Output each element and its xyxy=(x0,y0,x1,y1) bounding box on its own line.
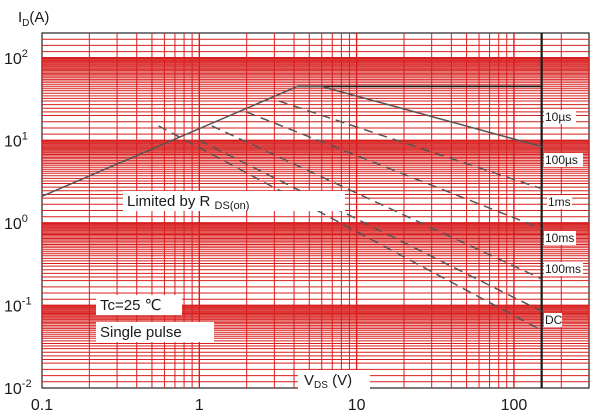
tick-labels: 0.1 1 10 100 102 101 100 10-1 10-2 xyxy=(4,48,527,414)
curves: 10µs 100µs 1ms 10ms 100ms DC xyxy=(41,85,583,331)
curve-1ms xyxy=(246,111,542,230)
pulse-label: Single pulse xyxy=(100,324,182,341)
curve-label: 10µs xyxy=(545,110,571,124)
curve-10ms xyxy=(211,125,542,280)
tc-label: Tc=25 ℃ xyxy=(100,297,161,314)
annotations: Limited by R DS(on) Tc=25 ℃ Single pulse VD… xyxy=(96,191,370,391)
rdson-limit-line xyxy=(41,85,298,198)
y-axis-title: ID(A) xyxy=(18,9,49,29)
grid xyxy=(41,32,590,389)
y-tick-label: 102 xyxy=(4,48,28,68)
rdson-label: Limited by R DS(on) xyxy=(127,193,249,212)
x-axis-title: VDS (V) xyxy=(304,372,352,391)
curve-100ms xyxy=(198,139,542,312)
y-tick-label: 100 xyxy=(4,213,28,233)
curve-label: DC xyxy=(545,313,563,327)
x-title-bg xyxy=(298,370,370,390)
y-tick-label: 10-1 xyxy=(4,295,32,315)
curve-10us xyxy=(297,85,542,148)
rdson-label-bg xyxy=(123,191,345,211)
curve-label-bg xyxy=(544,153,583,167)
x-tick-label: 1 xyxy=(195,397,204,414)
y-tick-label: 101 xyxy=(4,130,28,150)
tc-label-bg xyxy=(96,295,182,315)
x-tick-label: 0.1 xyxy=(31,397,53,414)
curve-100us xyxy=(278,100,542,190)
curve-label-bg xyxy=(544,262,583,276)
curve-label: 10ms xyxy=(545,231,574,245)
curve-label-bg xyxy=(544,313,562,327)
curve-DC xyxy=(158,125,542,331)
curve-label-bg xyxy=(544,231,576,245)
curve-label-bg xyxy=(547,195,572,209)
pulse-label-bg xyxy=(96,322,214,342)
curve-label-bg xyxy=(544,110,576,124)
curve-label: 100ms xyxy=(545,262,581,276)
y-tick-label: 10-2 xyxy=(4,378,32,398)
x-tick-label: 100 xyxy=(501,397,528,414)
x-tick-label: 10 xyxy=(348,397,366,414)
curve-label: 1ms xyxy=(548,195,571,209)
curve-label: 100µs xyxy=(545,153,578,167)
